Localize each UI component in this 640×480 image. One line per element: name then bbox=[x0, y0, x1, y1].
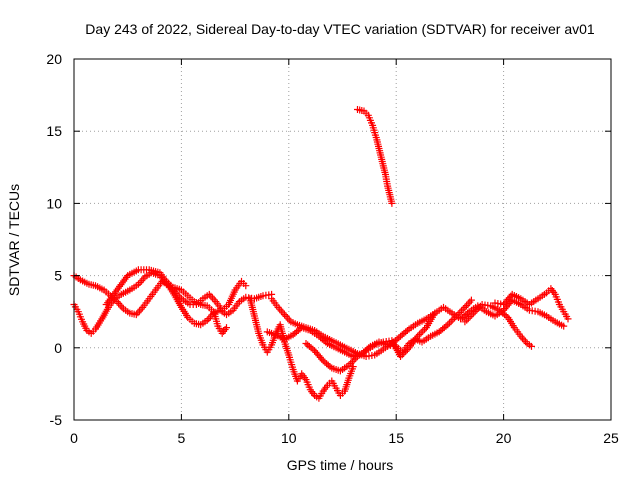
x-tick-label: 0 bbox=[70, 430, 78, 446]
data-point bbox=[350, 356, 358, 364]
data-point bbox=[444, 321, 452, 329]
data-point bbox=[467, 296, 475, 304]
data-point bbox=[470, 309, 477, 317]
data-point bbox=[502, 312, 510, 320]
data-point bbox=[476, 302, 484, 310]
data-points bbox=[70, 106, 572, 402]
y-tick-label: 0 bbox=[54, 340, 62, 356]
data-point bbox=[560, 322, 568, 330]
data-point bbox=[466, 313, 474, 321]
data-point bbox=[458, 307, 465, 315]
data-point bbox=[528, 342, 535, 350]
series-track-j bbox=[354, 106, 396, 207]
data-point bbox=[403, 327, 411, 334]
series-track-d bbox=[246, 295, 357, 402]
data-point bbox=[403, 346, 411, 353]
y-axis-label: SDTVAR / TECUs bbox=[6, 184, 22, 296]
data-point bbox=[398, 351, 406, 359]
data-point bbox=[415, 331, 423, 338]
data-point bbox=[564, 315, 572, 323]
data-point bbox=[223, 324, 230, 332]
data-point bbox=[176, 293, 184, 301]
y-tick-label: -5 bbox=[50, 412, 63, 428]
axis-ticks: 0 5 10 15 20 25 -5 0 5 10 15 20 bbox=[46, 51, 619, 446]
data-point bbox=[449, 316, 457, 323]
data-point bbox=[296, 325, 304, 333]
data-point bbox=[318, 355, 326, 363]
data-point bbox=[447, 317, 455, 325]
x-tick-label: 25 bbox=[603, 430, 619, 446]
data-point bbox=[459, 305, 467, 313]
data-point bbox=[464, 314, 472, 322]
x-tick-label: 10 bbox=[281, 430, 297, 446]
data-point bbox=[388, 199, 396, 207]
data-point bbox=[414, 332, 422, 340]
data-point bbox=[352, 354, 360, 362]
series-track-c bbox=[102, 266, 230, 337]
y-tick-label: 20 bbox=[46, 51, 62, 67]
series-track-i bbox=[491, 285, 572, 323]
y-tick-label: 10 bbox=[46, 195, 62, 211]
series-track-h bbox=[461, 301, 535, 350]
x-tick-label: 15 bbox=[388, 430, 404, 446]
x-tick-label: 5 bbox=[178, 430, 186, 446]
data-point bbox=[309, 345, 317, 353]
data-point bbox=[242, 282, 250, 290]
chart-title: Day 243 of 2022, Sidereal Day-to-day VTE… bbox=[85, 21, 595, 37]
data-point bbox=[347, 359, 355, 367]
x-tick-label: 20 bbox=[496, 430, 512, 446]
plot-frame bbox=[73, 58, 612, 421]
data-point bbox=[421, 325, 429, 333]
x-axis-label: GPS time / hours bbox=[287, 457, 394, 473]
data-point bbox=[475, 304, 483, 312]
y-tick-label: 15 bbox=[46, 123, 62, 139]
y-tick-label: 5 bbox=[54, 268, 62, 284]
